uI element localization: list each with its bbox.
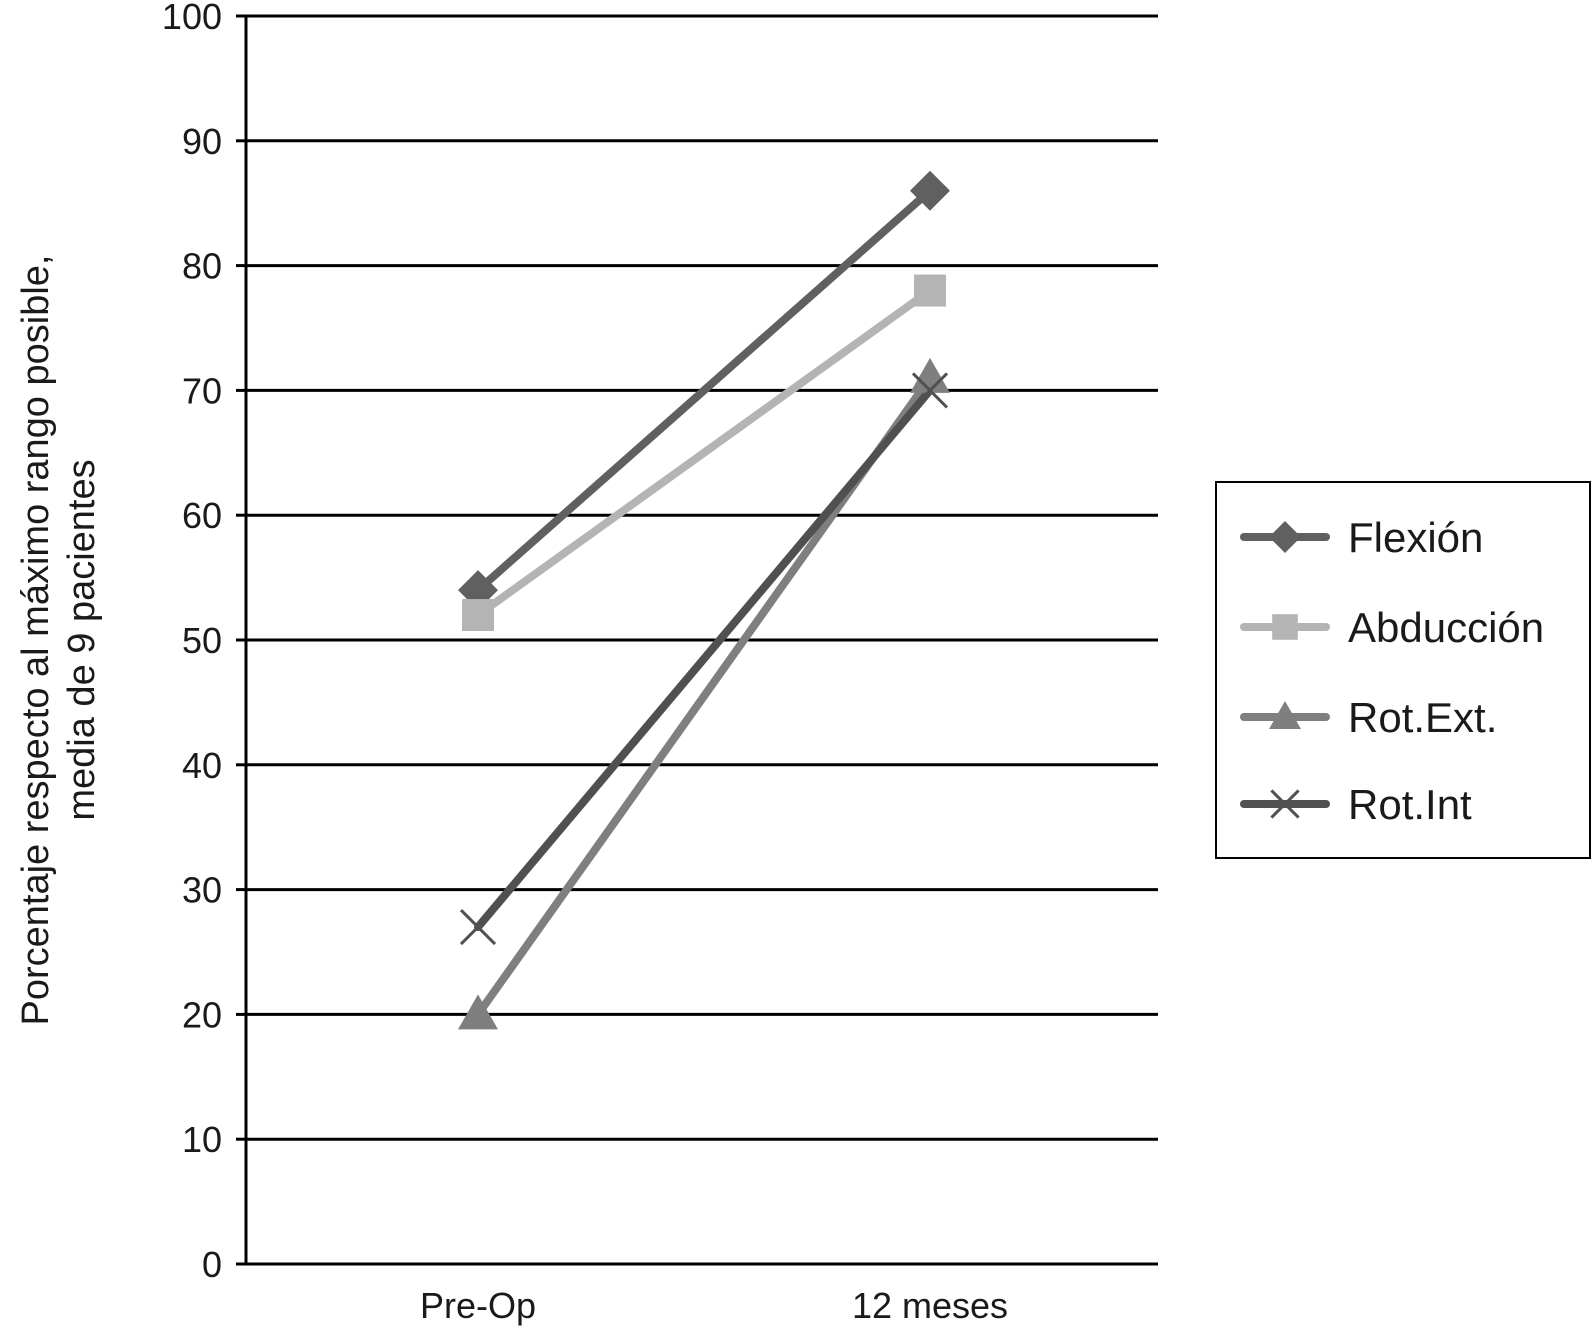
legend-item: Rot.Ext. [1240,694,1497,741]
y-tick-label: 70 [182,370,222,411]
x-tick-label: Pre-Op [420,1285,536,1326]
legend-marker [1269,701,1301,729]
legend: Flexión Abducción Rot.Ext. Rot.Int [1215,481,1591,859]
series-line [474,186,934,595]
y-tick-label: 10 [182,1119,222,1160]
legend-item: Flexión [1240,514,1483,561]
y-tick-label: 90 [182,121,222,162]
data-point [914,274,946,307]
series-line [474,286,934,620]
gridlines [246,14,1158,1266]
y-tick-label: 20 [182,994,222,1035]
data-point [911,372,949,409]
data-point [462,599,494,632]
y-tick-label: 40 [182,745,222,786]
legend-label: Flexión [1348,514,1483,561]
legend-marker [1270,789,1300,819]
legend-marker [1269,521,1301,553]
legend-label: Rot.Int [1348,781,1472,828]
y-axis-title-line-2: media de 9 pacientes [61,459,103,820]
series-lines [474,186,934,1019]
y-axis-ticks: 0 10 20 30 40 50 60 70 80 90 100 [162,0,246,1285]
legend-marker [1272,614,1298,640]
y-axis-title-line-1: Porcentaje respecto al máximo rango posi… [15,255,57,1026]
x-tick-label: 12 meses [852,1285,1008,1326]
series-line [474,386,934,932]
y-tick-label: 50 [182,620,222,661]
data-point [910,170,950,211]
data-point [910,357,950,393]
y-tick-label: 100 [162,0,222,37]
legend-label: Rot.Ext. [1348,694,1497,741]
x-axis-ticks: Pre-Op 12 meses [420,1285,1008,1326]
y-tick-label: 80 [182,246,222,287]
data-point [459,908,497,946]
legend-items: Flexión Abducción Rot.Ext. Rot.Int [1240,514,1544,828]
legend-item: Abducción [1240,604,1544,651]
y-tick-label: 60 [182,495,222,536]
series-markers [458,170,950,1030]
y-tick-label: 0 [202,1244,222,1285]
legend-item: Rot.Int [1240,781,1472,828]
y-tick-label: 30 [182,870,222,911]
legend-label: Abducción [1348,604,1544,651]
data-point [458,994,498,1030]
